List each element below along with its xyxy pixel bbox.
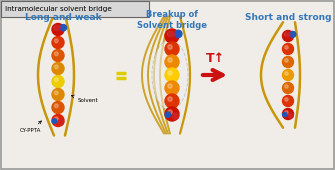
Circle shape xyxy=(52,75,64,88)
Circle shape xyxy=(283,113,287,117)
Circle shape xyxy=(165,29,179,43)
Circle shape xyxy=(54,91,58,95)
Circle shape xyxy=(175,30,182,38)
Circle shape xyxy=(168,45,172,49)
Circle shape xyxy=(165,112,171,117)
Circle shape xyxy=(282,108,293,120)
Circle shape xyxy=(54,65,58,69)
Circle shape xyxy=(285,98,288,101)
Circle shape xyxy=(58,120,64,125)
Circle shape xyxy=(52,23,64,36)
Circle shape xyxy=(285,33,288,36)
Circle shape xyxy=(285,72,288,75)
Circle shape xyxy=(165,94,179,108)
Circle shape xyxy=(168,58,172,62)
Circle shape xyxy=(165,107,179,121)
Text: Long and weak: Long and weak xyxy=(25,13,101,22)
Circle shape xyxy=(52,89,64,100)
Circle shape xyxy=(282,44,293,55)
Circle shape xyxy=(165,42,179,56)
Circle shape xyxy=(54,104,58,108)
Circle shape xyxy=(165,81,179,95)
Circle shape xyxy=(52,101,64,114)
Text: T↑: T↑ xyxy=(205,52,224,65)
Text: Intramolecular solvent bridge: Intramolecular solvent bridge xyxy=(5,6,112,12)
Circle shape xyxy=(52,119,57,123)
Circle shape xyxy=(282,96,293,106)
Circle shape xyxy=(54,26,58,30)
Circle shape xyxy=(165,68,179,82)
Circle shape xyxy=(168,110,172,114)
Circle shape xyxy=(54,117,58,121)
Circle shape xyxy=(282,56,293,67)
Circle shape xyxy=(168,71,172,75)
Circle shape xyxy=(288,113,293,118)
Circle shape xyxy=(54,78,58,82)
Circle shape xyxy=(169,31,174,37)
Circle shape xyxy=(54,39,58,43)
Circle shape xyxy=(282,30,293,41)
Text: Breakup of
Solvent bridge: Breakup of Solvent bridge xyxy=(137,10,207,30)
Circle shape xyxy=(285,59,288,62)
Circle shape xyxy=(168,97,172,101)
Text: CY-PPTA: CY-PPTA xyxy=(20,121,42,133)
Circle shape xyxy=(285,46,288,49)
Circle shape xyxy=(54,52,58,56)
Text: Solvent: Solvent xyxy=(71,95,98,104)
Circle shape xyxy=(285,85,288,88)
Circle shape xyxy=(172,113,179,119)
FancyBboxPatch shape xyxy=(1,1,149,17)
Circle shape xyxy=(60,25,67,31)
Circle shape xyxy=(282,70,293,81)
Circle shape xyxy=(290,31,296,37)
Circle shape xyxy=(285,32,290,37)
Circle shape xyxy=(168,32,172,36)
Circle shape xyxy=(52,49,64,62)
Circle shape xyxy=(52,37,64,48)
Circle shape xyxy=(282,82,293,94)
Text: Short and strong: Short and strong xyxy=(245,13,331,22)
Circle shape xyxy=(168,84,172,88)
Circle shape xyxy=(52,115,64,126)
Circle shape xyxy=(52,63,64,74)
Ellipse shape xyxy=(152,40,188,110)
Circle shape xyxy=(55,25,60,30)
Circle shape xyxy=(165,55,179,69)
Circle shape xyxy=(285,111,288,114)
